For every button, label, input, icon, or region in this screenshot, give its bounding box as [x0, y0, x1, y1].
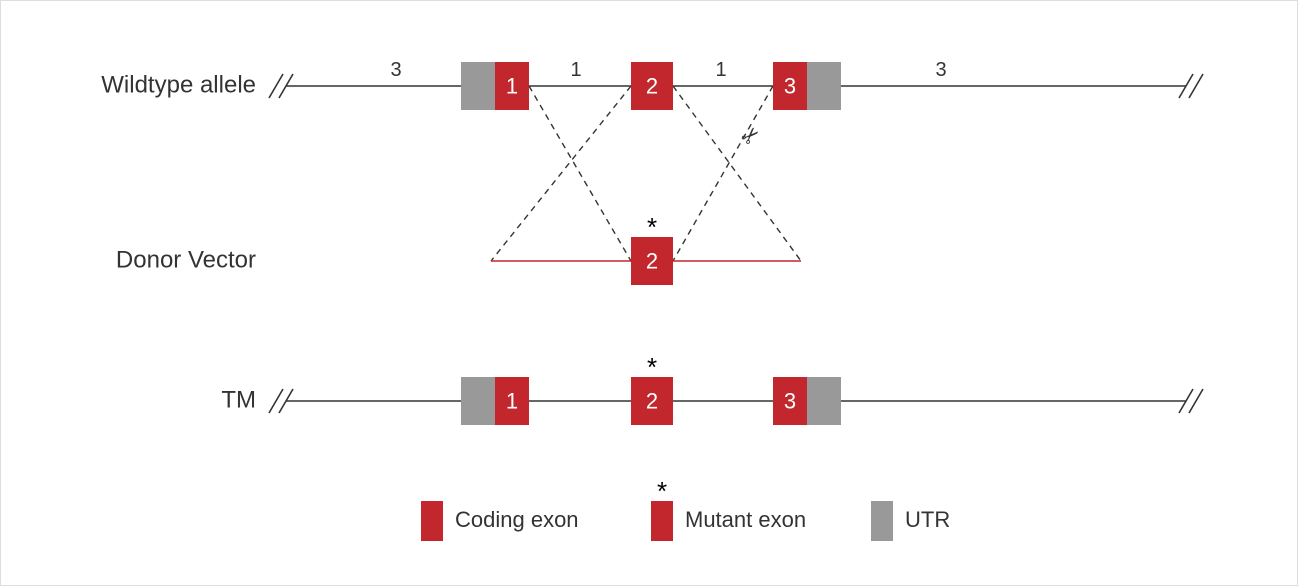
wildtype-intron-label-2: 1 [715, 59, 726, 81]
wildtype-box-1-label: 1 [506, 74, 518, 99]
wildtype-box-3-label: 3 [784, 74, 796, 99]
diagram-svg: Wildtype allele 1 2 3 3 1 1 3 ✂ Donor Vector 2 * TM 1… [1, 1, 1298, 587]
tm-label: TM [221, 386, 256, 413]
legend-label-2: UTR [905, 507, 950, 532]
tm-box-0 [461, 377, 495, 425]
legend-swatch-0 [421, 501, 443, 541]
wildtype-label: Wildtype allele [101, 71, 256, 98]
donor-box-0-label: 2 [646, 249, 658, 274]
wildtype-intron-label-1: 1 [570, 59, 581, 81]
recombination-line-3 [673, 86, 773, 261]
tm-box-4 [807, 377, 841, 425]
wildtype-box-2-label: 2 [646, 74, 658, 99]
wildtype-intron-label-0: 3 [390, 59, 401, 81]
recombination-line-0 [529, 86, 631, 261]
scissors-icon: ✂ [735, 120, 766, 151]
wildtype-box-0 [461, 62, 495, 110]
legend-label-0: Coding exon [455, 507, 579, 532]
legend-label-1: Mutant exon [685, 507, 806, 532]
donor-label: Donor Vector [116, 246, 256, 273]
recombination-line-2 [673, 86, 801, 261]
tm-star: * [647, 352, 657, 382]
tm-box-2-label: 2 [646, 389, 658, 414]
tm-box-1-label: 1 [506, 389, 518, 414]
diagram-frame: Wildtype allele 1 2 3 3 1 1 3 ✂ Donor Vector 2 * TM 1… [0, 0, 1298, 586]
legend-swatch-1 [651, 501, 673, 541]
wildtype-intron-label-3: 3 [935, 59, 946, 81]
tm-box-3-label: 3 [784, 389, 796, 414]
legend-swatch-2 [871, 501, 893, 541]
legend-star-1: * [657, 476, 667, 506]
recombination-line-1 [491, 86, 631, 261]
wildtype-box-4 [807, 62, 841, 110]
donor-star: * [647, 212, 657, 242]
